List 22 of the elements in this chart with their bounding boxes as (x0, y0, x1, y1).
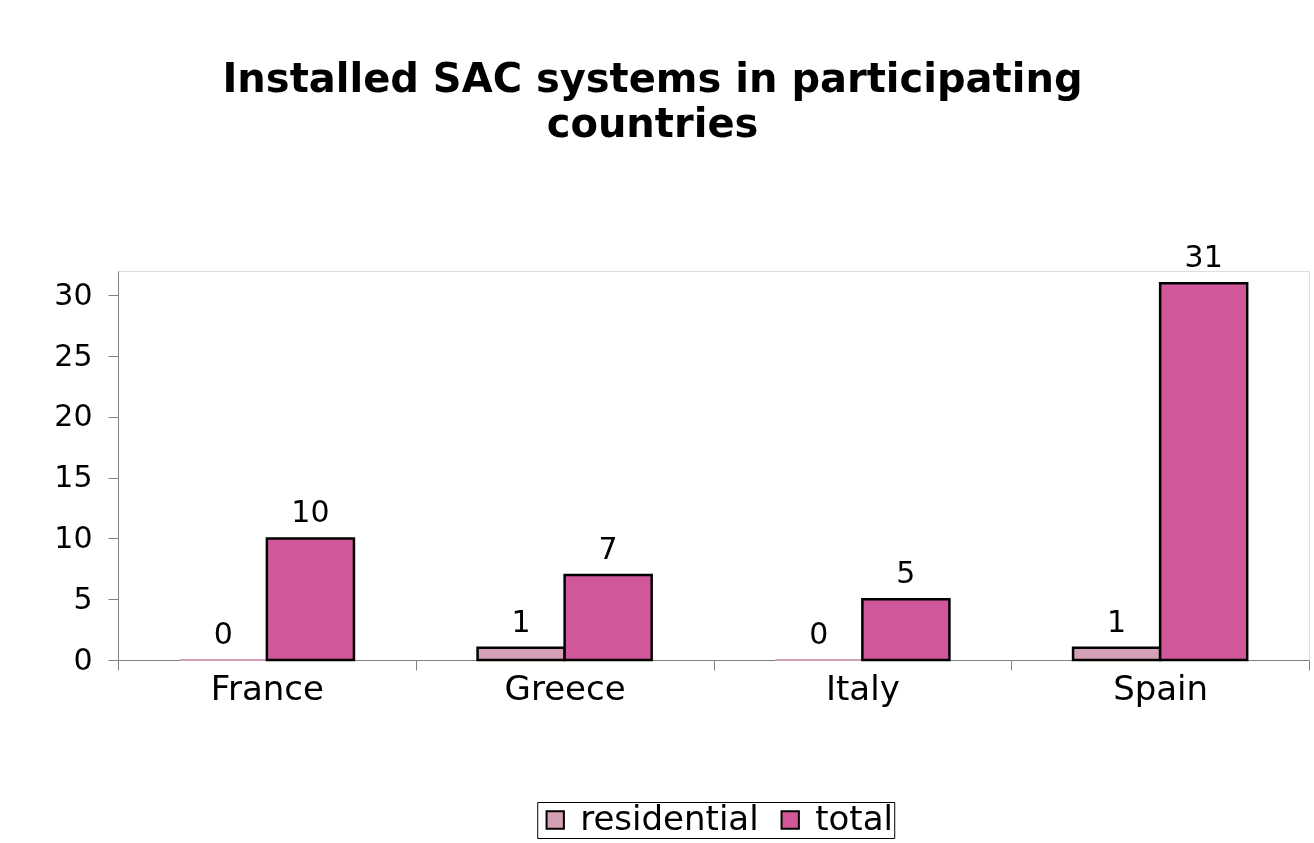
data-label: 1 (511, 603, 531, 639)
data-label: 7 (598, 530, 618, 566)
y-tick-label: 25 (54, 337, 93, 373)
legend-label: residential (580, 798, 759, 838)
x-tick-label: France (210, 667, 324, 708)
x-tick-label: Spain (1113, 667, 1209, 708)
data-label: 10 (291, 494, 330, 530)
y-tick-label: 0 (73, 641, 93, 677)
data-label: 1 (1107, 603, 1127, 639)
data-label: 5 (896, 555, 916, 591)
data-label: 0 (213, 616, 233, 651)
y-tick-label: 30 (54, 276, 93, 312)
chart-title: Installed SAC systems in participating countries (222, 55, 1083, 147)
x-tick-label: Italy (825, 667, 900, 708)
y-tick-label: 20 (54, 398, 93, 434)
data-label: 31 (1184, 239, 1223, 275)
y-tick-label: 10 (54, 519, 93, 555)
y-tick-label: 5 (73, 580, 93, 616)
legend-label: total (815, 798, 893, 838)
y-tick-label: 15 (54, 459, 93, 495)
x-tick-label: Greece (504, 667, 626, 708)
data-label: 0 (809, 616, 829, 651)
